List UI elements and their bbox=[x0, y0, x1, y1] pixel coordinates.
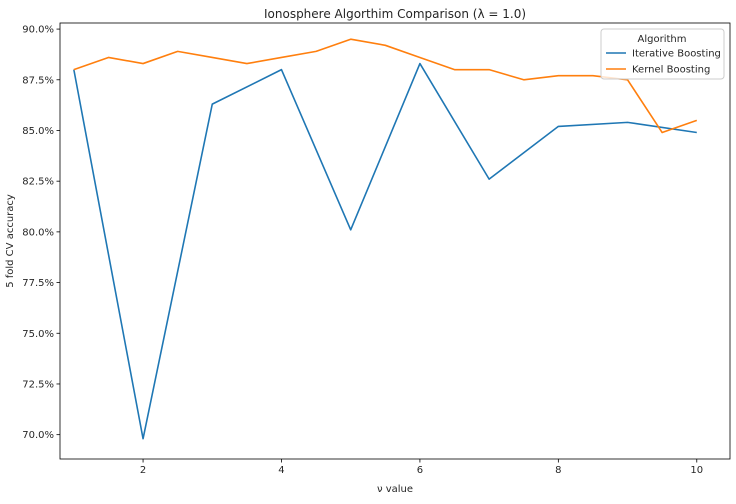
x-tick-label: 2 bbox=[140, 465, 146, 476]
chart-title: Ionosphere Algorthim Comparison (λ = 1.0… bbox=[264, 7, 526, 21]
x-axis-label: ν value bbox=[377, 484, 413, 495]
legend-title: Algorithm bbox=[638, 34, 687, 45]
y-axis-label: 5 fold CV accuracy bbox=[5, 194, 16, 288]
y-tick-label: 77.5% bbox=[22, 278, 54, 289]
legend: Algorithm Iterative Boosting Kernel Boos… bbox=[600, 28, 725, 80]
y-tick-label: 82.5% bbox=[22, 177, 54, 188]
y-tick-label: 70.0% bbox=[22, 430, 54, 441]
y-tick-label: 85.0% bbox=[22, 126, 54, 137]
x-tick-label: 10 bbox=[690, 465, 703, 476]
y-tick-label: 75.0% bbox=[22, 329, 54, 340]
y-tick-label: 90.0% bbox=[22, 25, 54, 36]
y-tick-label: 80.0% bbox=[22, 227, 54, 238]
series-line-iterative-boosting bbox=[73, 62, 697, 440]
x-tick-label: 6 bbox=[417, 465, 423, 476]
plot-frame bbox=[59, 22, 731, 460]
legend-box bbox=[600, 28, 725, 80]
x-tick-label: 8 bbox=[555, 465, 561, 476]
x-tick-label: 4 bbox=[278, 465, 284, 476]
y-tick-label: 87.5% bbox=[22, 75, 54, 86]
y-tick-label: 72.5% bbox=[22, 379, 54, 390]
series-line-kernel-boosting bbox=[73, 38, 698, 134]
legend-label-kernel-boosting: Kernel Boosting bbox=[632, 65, 710, 76]
legend-label-iterative-boosting: Iterative Boosting bbox=[632, 49, 721, 60]
